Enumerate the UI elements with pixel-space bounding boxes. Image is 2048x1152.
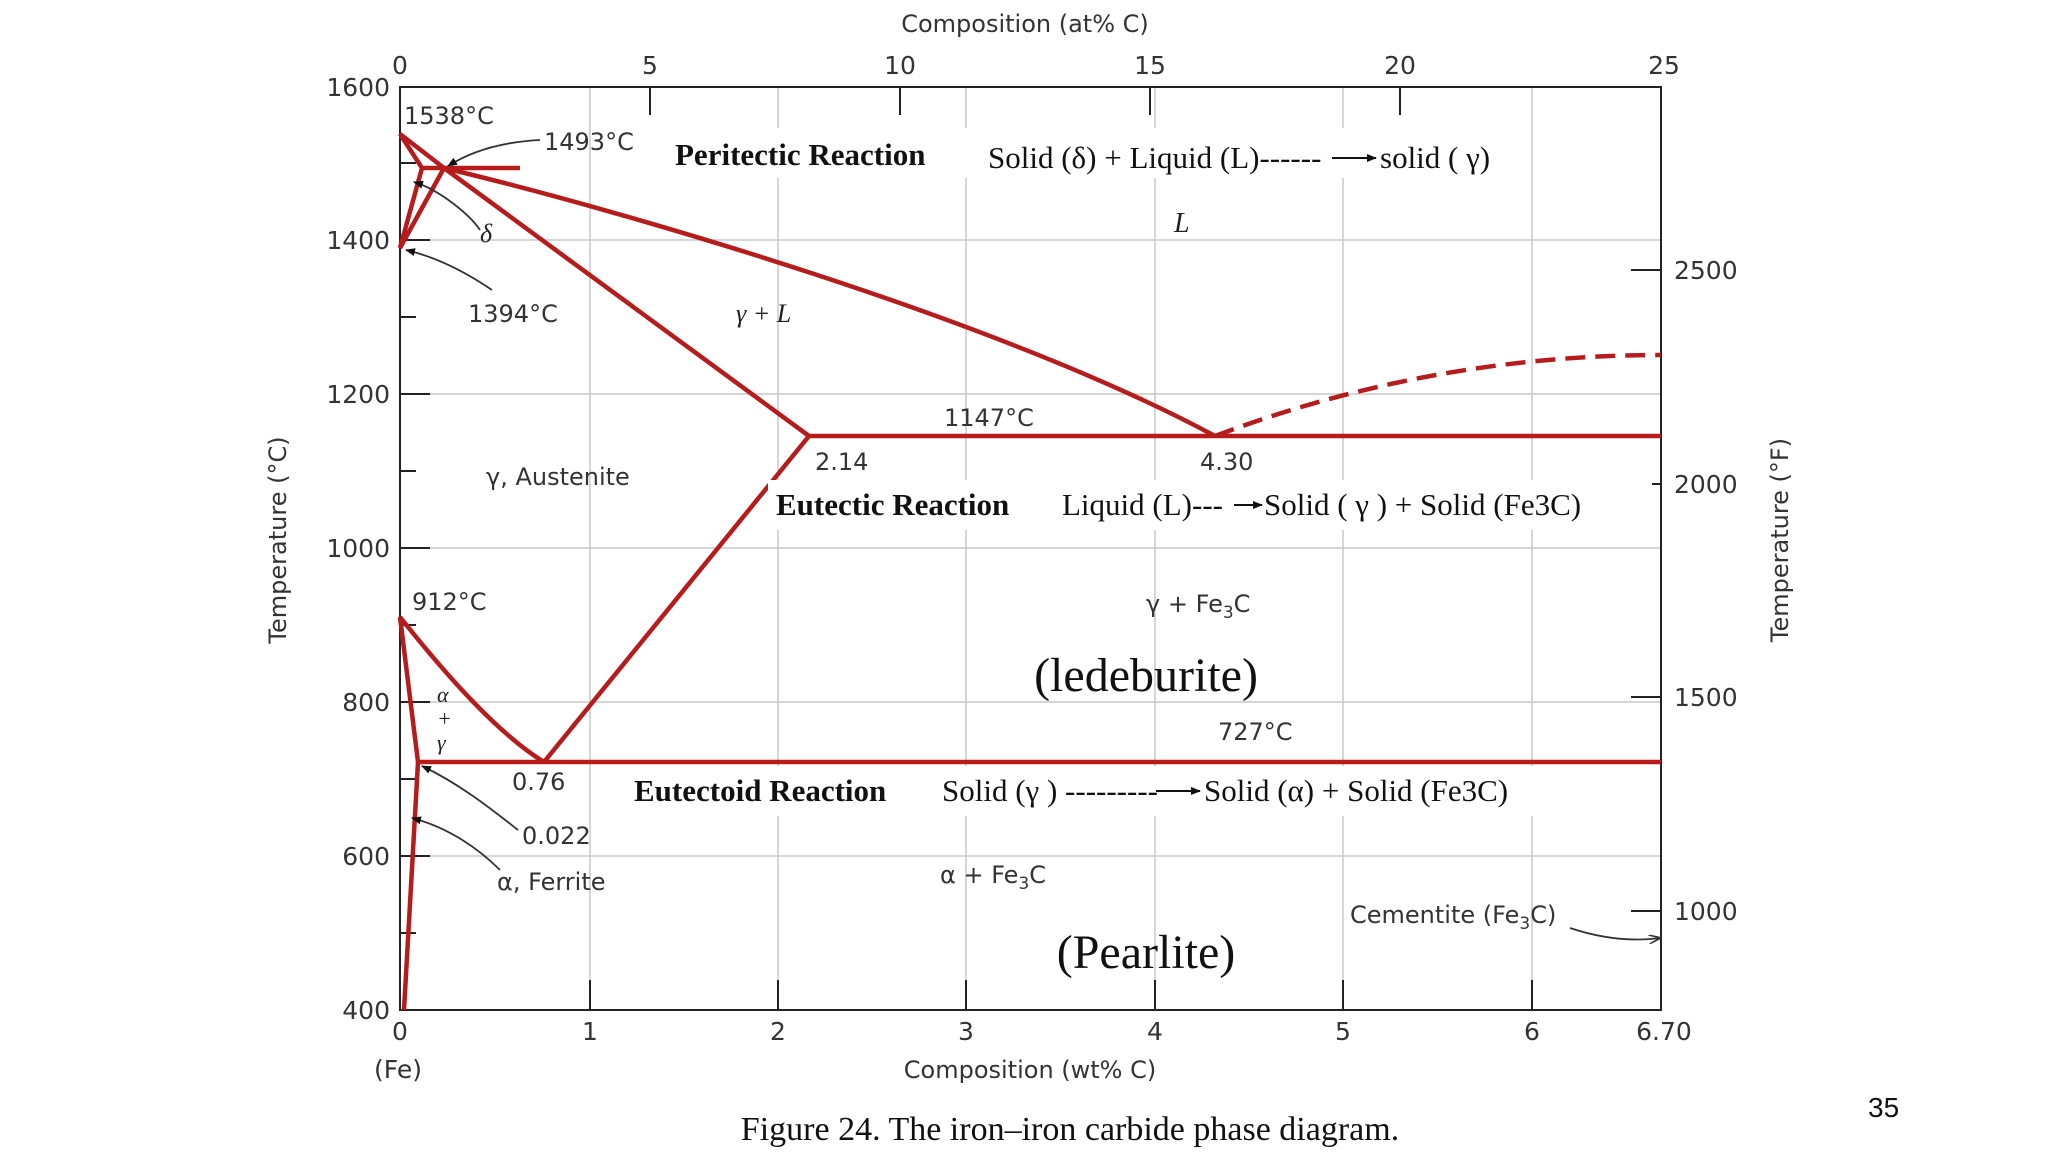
ferrite-solvus xyxy=(401,761,421,1011)
top-axis-title: Composition (at% C) xyxy=(901,10,1149,38)
right-tick-2000: 2000 xyxy=(1674,470,1738,499)
left-tick-1000: 1000 xyxy=(326,534,390,563)
ledeburite-label: (ledeburite) xyxy=(1034,649,1258,702)
left-tick-1600: 1600 xyxy=(326,73,390,102)
phase-region-labels: δ L γ + L γ, Austenite γ + Fe3C α + Fe3C… xyxy=(437,208,1556,934)
right-tick-labels: 1000 1500 2000 2500 xyxy=(1674,256,1738,926)
peritectic-reaction-equation-left: Solid (δ) + Liquid (L)------ xyxy=(988,140,1321,175)
label-1538: 1538°C xyxy=(404,102,494,130)
label-alpha-fe3c: α + Fe3C xyxy=(940,861,1046,894)
label-727: 727°C xyxy=(1218,718,1293,746)
left-tick-1200: 1200 xyxy=(326,380,390,409)
alpha-gamma-boundary xyxy=(397,616,421,763)
bottom-axis-title: Composition (wt% C) xyxy=(904,1056,1156,1084)
left-tick-labels: 400 600 800 1000 1200 1400 1600 xyxy=(326,73,390,1025)
label-ferrite: α, Ferrite xyxy=(497,868,606,896)
eutectoid-reaction-equation-right: Solid (α) + Solid (Fe3C) xyxy=(1204,773,1508,808)
label-912: 912°C xyxy=(412,588,487,616)
left-tick-800: 800 xyxy=(342,688,390,717)
bottom-tick-6: 6 xyxy=(1524,1017,1540,1046)
bottom-tick-2: 2 xyxy=(770,1017,786,1046)
label-2-14: 2.14 xyxy=(815,448,868,476)
label-alpha-gamma-plus: + xyxy=(437,706,452,731)
delta-solidus xyxy=(398,132,424,170)
label-1394: 1394°C xyxy=(468,300,558,328)
bottom-tick-4: 4 xyxy=(1147,1017,1163,1046)
left-tick-1400: 1400 xyxy=(326,226,390,255)
grid-lines xyxy=(400,87,1661,1010)
top-tick-10: 10 xyxy=(884,51,916,80)
left-axis-title: Temperature (°C) xyxy=(264,436,292,644)
delta-gamma-boundary xyxy=(397,167,425,249)
eutectic-reaction-equation-right: Solid ( γ ) + Solid (Fe3C) xyxy=(1264,487,1581,522)
a3-line xyxy=(398,615,546,764)
peritectic-reaction-equation-right: solid ( γ) xyxy=(1380,140,1490,175)
label-0-76: 0.76 xyxy=(512,768,565,796)
eutectoid-reaction-equation-left: Solid (γ ) --------- xyxy=(942,773,1158,808)
eutectic-reaction-title: Eutectic Reaction xyxy=(776,487,1009,522)
reaction-annotations: Peritectic Reaction Solid (δ) + Liquid (… xyxy=(630,128,1652,979)
left-tick-600: 600 xyxy=(342,842,390,871)
delta-gamma-boundary-2 xyxy=(398,166,446,250)
bottom-tick-3: 3 xyxy=(958,1017,974,1046)
top-tick-15: 15 xyxy=(1134,51,1166,80)
top-tick-labels: 0 5 10 15 20 25 xyxy=(392,51,1680,80)
bottom-tick-labels: 0 1 2 3 4 5 6 6.70 (Fe) xyxy=(374,1017,1692,1084)
top-tick-25: 25 xyxy=(1648,51,1680,80)
label-liquid: L xyxy=(1173,208,1190,239)
top-tick-20: 20 xyxy=(1384,51,1416,80)
label-gamma-fe3c: γ + Fe3C xyxy=(1146,590,1250,623)
label-0-022: 0.022 xyxy=(522,822,591,850)
label-1147: 1147°C xyxy=(944,404,1034,432)
solidus-gamma xyxy=(442,166,811,438)
right-tick-1500: 1500 xyxy=(1674,683,1738,712)
left-tick-400: 400 xyxy=(342,996,390,1025)
label-delta: δ xyxy=(480,219,493,248)
label-4-30: 4.30 xyxy=(1200,448,1253,476)
phase-boundaries xyxy=(397,132,1662,1011)
callout-arrows xyxy=(405,139,1660,940)
liquidus-gamma xyxy=(443,165,1217,438)
top-tick-5: 5 xyxy=(642,51,658,80)
eutectoid-reaction-title: Eutectoid Reaction xyxy=(634,773,886,808)
delta-liquidus xyxy=(398,132,446,170)
right-axis-title: Temperature (°F) xyxy=(1766,438,1794,643)
label-alpha-gamma-alpha: α xyxy=(437,682,449,707)
label-austenite: γ, Austenite xyxy=(486,463,630,491)
acm-line xyxy=(542,434,811,764)
peritectic-reaction-title: Peritectic Reaction xyxy=(675,137,925,172)
pearlite-label: (Pearlite) xyxy=(1057,926,1236,979)
label-alpha-gamma-gamma: γ xyxy=(437,730,447,755)
bottom-tick-5: 5 xyxy=(1335,1017,1351,1046)
fe-label: (Fe) xyxy=(374,1055,422,1084)
bottom-tick-0: 0 xyxy=(392,1017,408,1046)
bottom-tick-1: 1 xyxy=(582,1017,598,1046)
point-labels: 1538°C 1493°C 1394°C 1147°C 912°C 727°C … xyxy=(404,102,1293,850)
bottom-tick-6-70: 6.70 xyxy=(1636,1017,1692,1046)
slide-number: 35 xyxy=(1868,1092,1900,1123)
label-gamma-liquid: γ + L xyxy=(736,299,791,328)
label-1493: 1493°C xyxy=(544,128,634,156)
cementite-liquidus-dashed xyxy=(1214,352,1662,439)
eutectic-reaction-equation-left: Liquid (L)--- xyxy=(1062,487,1223,522)
top-tick-0: 0 xyxy=(392,51,408,80)
figure-caption: Figure 24. The iron–iron carbide phase d… xyxy=(741,1111,1399,1148)
label-cementite: Cementite (Fe3C) xyxy=(1350,901,1556,934)
right-tick-1000: 1000 xyxy=(1674,897,1738,926)
right-tick-2500: 2500 xyxy=(1674,256,1738,285)
